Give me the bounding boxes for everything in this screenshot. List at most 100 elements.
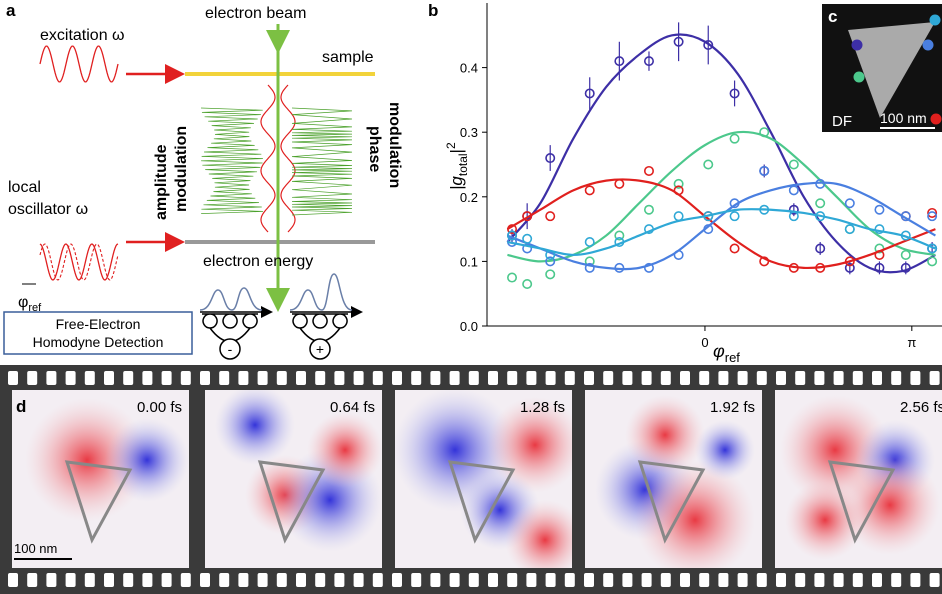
data-point <box>846 199 854 207</box>
sprocket <box>546 371 556 385</box>
x-tick-label: 0 <box>701 335 708 350</box>
data-point <box>928 257 936 265</box>
detector <box>292 314 348 342</box>
time-label: 1.28 fs <box>520 399 565 416</box>
data-point <box>875 206 883 214</box>
sprocket <box>776 573 786 587</box>
text: amplitude <box>153 144 170 220</box>
detection-label: Free-Electron <box>56 316 141 332</box>
data-point <box>790 160 798 168</box>
sprocket <box>738 573 748 587</box>
sprocket <box>891 573 901 587</box>
time-label: 1.92 fs <box>710 399 755 416</box>
sprocket <box>85 371 95 385</box>
sprocket <box>46 371 56 385</box>
sprocket <box>258 573 268 587</box>
field-lobe <box>625 395 705 475</box>
wave <box>261 85 275 232</box>
data-point <box>586 238 594 246</box>
sprocket <box>104 573 114 587</box>
sprocket <box>738 371 748 385</box>
sprocket <box>46 573 56 587</box>
sprocket <box>853 371 863 385</box>
y-axis-label-part: 2 <box>444 142 458 149</box>
sprocket <box>507 573 517 587</box>
sprocket <box>27 573 37 587</box>
position-dot <box>852 40 863 51</box>
sprocket <box>66 371 76 385</box>
spectrum <box>200 288 262 310</box>
sprocket <box>507 371 517 385</box>
panel-label: d <box>16 397 26 416</box>
sprocket <box>123 371 133 385</box>
sprocket <box>814 371 824 385</box>
sprocket <box>315 371 325 385</box>
frame: 1.92 fs <box>585 390 762 580</box>
position-dot <box>923 40 934 51</box>
data-point <box>846 225 854 233</box>
phase-label: phasemodulation <box>366 102 403 188</box>
sprocket <box>814 573 824 587</box>
data-point <box>546 270 554 278</box>
position-dot <box>931 114 942 125</box>
detector-sign: + <box>316 341 324 357</box>
y-tick-label: 0.3 <box>460 125 478 140</box>
time-label: 2.56 fs <box>900 399 942 416</box>
y-axis-label: |gtotal|2 <box>444 142 470 190</box>
sprocket <box>373 573 383 587</box>
sprocket <box>910 573 920 587</box>
sprocket <box>181 371 191 385</box>
sprocket <box>354 573 364 587</box>
data-point <box>790 186 798 194</box>
sprocket <box>296 573 306 587</box>
amplitude-zigzag <box>201 108 263 214</box>
sprocket <box>27 371 37 385</box>
spectrum <box>290 274 352 310</box>
sprocket <box>85 573 95 587</box>
phi-ref: φref <box>18 294 42 314</box>
sprocket <box>315 573 325 587</box>
detector-sign: - <box>228 341 233 357</box>
sprocket <box>392 573 402 587</box>
data-point <box>730 212 738 220</box>
sprocket <box>200 371 210 385</box>
sprocket <box>142 371 152 385</box>
sprocket <box>392 371 402 385</box>
figure: a electron beam excitation ω sample -+ a… <box>0 0 942 594</box>
sprocket <box>8 371 18 385</box>
local-label: local <box>8 179 41 196</box>
data-point <box>645 206 653 214</box>
sprocket <box>603 573 613 587</box>
sprocket <box>411 371 421 385</box>
data-point <box>523 280 531 288</box>
sprocket <box>123 573 133 587</box>
electron-beam-label: electron beam <box>205 5 306 22</box>
x-axis-label-part: ref <box>725 350 741 365</box>
sprocket <box>238 573 248 587</box>
x-axis-label: φref <box>713 341 740 365</box>
y-axis-label-part: total <box>456 153 470 176</box>
sprocket <box>834 573 844 587</box>
sprocket <box>565 573 575 587</box>
sprocket <box>450 573 460 587</box>
frame: 1.28 fs <box>393 388 585 580</box>
time-label: 0.64 fs <box>330 399 375 416</box>
sprocket <box>162 371 172 385</box>
sprocket <box>930 371 940 385</box>
data-point <box>704 160 712 168</box>
sprocket <box>776 371 786 385</box>
sprocket <box>680 573 690 587</box>
sprocket <box>718 371 728 385</box>
sprocket <box>430 573 440 587</box>
data-point <box>816 199 824 207</box>
sprocket <box>853 573 863 587</box>
sprocket <box>354 371 364 385</box>
sprocket <box>584 371 594 385</box>
y-tick-label: 0.2 <box>460 190 478 205</box>
sprocket <box>872 573 882 587</box>
data-point <box>730 244 738 252</box>
excitation-label: excitation ω <box>40 27 125 44</box>
data-point <box>546 212 554 220</box>
field-lobe <box>105 418 189 502</box>
sprocket <box>488 573 498 587</box>
